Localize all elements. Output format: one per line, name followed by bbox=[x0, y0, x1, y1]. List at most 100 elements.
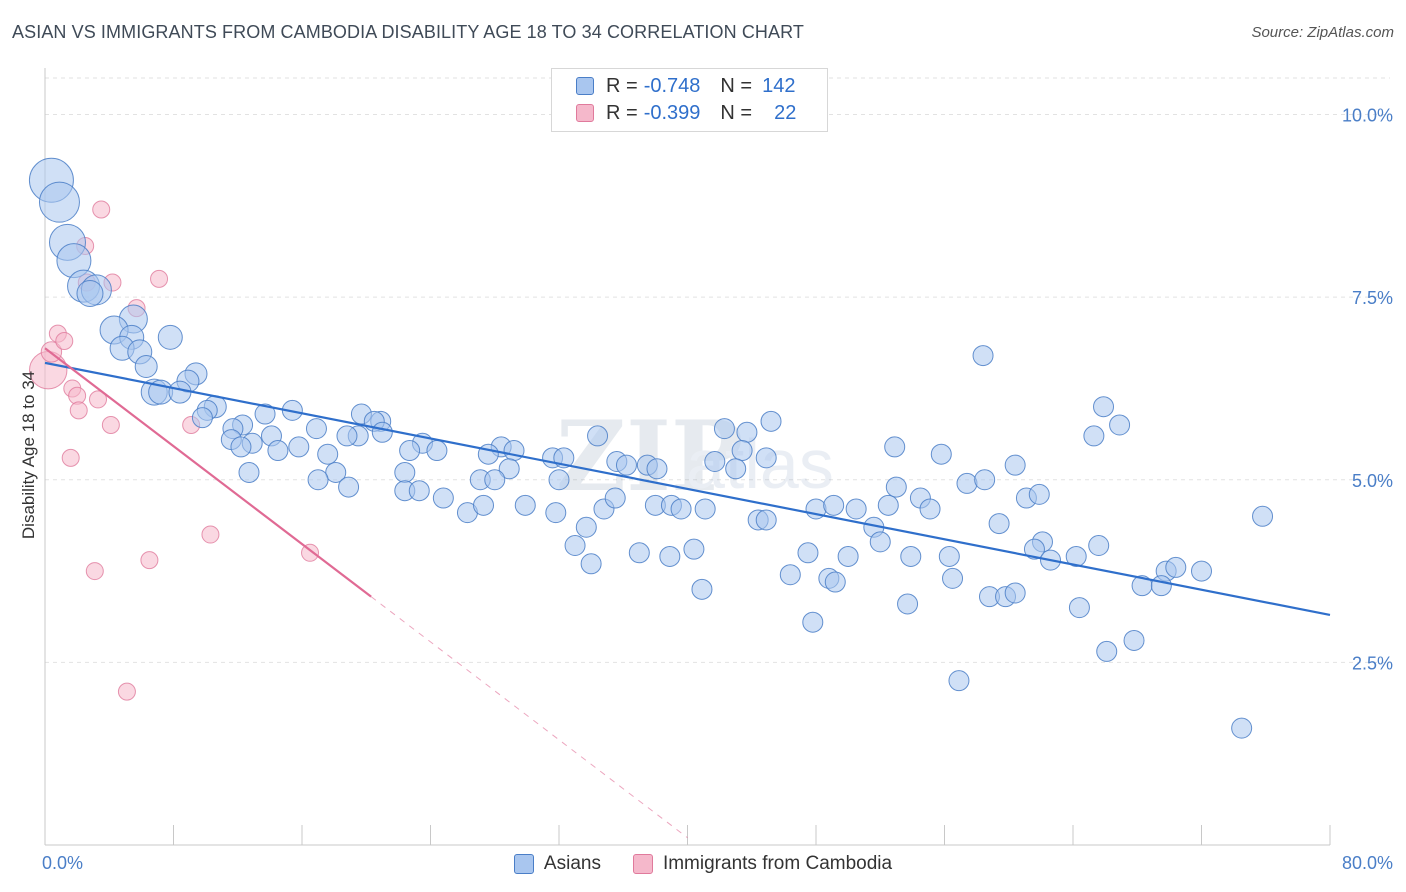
asian-point bbox=[238, 461, 260, 483]
asian-point bbox=[587, 425, 609, 447]
asian-point bbox=[1028, 483, 1050, 505]
cambodia-trend-extension bbox=[370, 596, 688, 839]
asian-point bbox=[670, 498, 692, 520]
asian-point bbox=[157, 324, 183, 350]
asian-point bbox=[988, 513, 1010, 535]
cambodia-point bbox=[92, 200, 111, 219]
asian-point bbox=[900, 545, 922, 567]
asian-point bbox=[338, 476, 360, 498]
asian-point bbox=[503, 440, 525, 462]
asian-point bbox=[1068, 597, 1090, 619]
asian-point bbox=[317, 443, 339, 465]
asian-point bbox=[305, 418, 327, 440]
asian-point bbox=[1165, 556, 1187, 578]
cambodia-point bbox=[301, 543, 320, 562]
asian-point bbox=[760, 410, 782, 432]
y-tick-label: 5.0% bbox=[1352, 471, 1393, 491]
asian-point bbox=[1023, 538, 1045, 560]
asian-point bbox=[1231, 717, 1253, 739]
source-label: Source: ZipAtlas.com bbox=[1251, 24, 1394, 41]
asians-legend-swatch bbox=[513, 854, 534, 874]
asian-point bbox=[823, 494, 845, 516]
asian-point bbox=[646, 458, 668, 480]
cambodia-point bbox=[85, 562, 104, 581]
cambodia-point bbox=[69, 401, 88, 420]
asian-point bbox=[1004, 582, 1026, 604]
asian-point bbox=[725, 458, 747, 480]
n-value: 22 bbox=[774, 101, 797, 124]
n-label: N = bbox=[720, 101, 753, 124]
series-asians-points bbox=[28, 157, 1274, 739]
grid-lines bbox=[45, 77, 1390, 663]
asian-point bbox=[267, 440, 289, 462]
asian-point bbox=[779, 564, 801, 586]
r-label: R = bbox=[606, 74, 638, 97]
legend-item-asians: Asians bbox=[513, 853, 601, 875]
asian-point bbox=[802, 611, 824, 633]
r-value: -0.748 bbox=[643, 74, 701, 97]
asian-point bbox=[845, 498, 867, 520]
cambodia-trend-line bbox=[44, 347, 372, 598]
asian-point bbox=[659, 545, 681, 567]
legend-row-cambodia: R = -0.399 N = 22 bbox=[576, 100, 796, 126]
asian-point bbox=[580, 553, 602, 575]
asian-point bbox=[713, 418, 735, 440]
asian-point bbox=[230, 436, 252, 458]
n-value: 142 bbox=[762, 74, 796, 97]
asian-point bbox=[371, 421, 393, 443]
asian-point bbox=[755, 509, 777, 531]
asian-point bbox=[307, 469, 329, 491]
asian-point bbox=[683, 538, 705, 560]
asian-point bbox=[1191, 560, 1212, 582]
asian-point bbox=[254, 403, 276, 425]
asian-point bbox=[564, 535, 586, 557]
y-tick-label: 7.5% bbox=[1352, 288, 1393, 308]
asian-point bbox=[938, 545, 960, 567]
asian-point bbox=[399, 440, 421, 462]
asian-point bbox=[956, 472, 978, 494]
asian-point bbox=[824, 571, 846, 593]
asian-point bbox=[1252, 505, 1274, 527]
asian-point bbox=[615, 454, 637, 476]
asian-point bbox=[514, 494, 536, 516]
asian-point bbox=[628, 542, 650, 564]
asian-point bbox=[877, 494, 899, 516]
x-tick-label-min: 0.0% bbox=[42, 853, 83, 873]
asian-point bbox=[1096, 640, 1118, 662]
cambodia-swatch bbox=[576, 104, 594, 122]
n-label: N = bbox=[720, 74, 753, 97]
cambodia-point bbox=[61, 448, 80, 467]
chart-title: ASIAN VS IMMIGRANTS FROM CAMBODIA DISABI… bbox=[12, 22, 805, 42]
asian-point bbox=[797, 542, 819, 564]
asian-point bbox=[897, 593, 919, 615]
asian-point bbox=[575, 516, 597, 538]
asian-point bbox=[731, 440, 753, 462]
asian-point bbox=[704, 451, 726, 472]
asian-point bbox=[755, 447, 777, 469]
asian-point bbox=[1088, 535, 1110, 557]
y-tick-label: 2.5% bbox=[1352, 653, 1393, 673]
asian-point bbox=[288, 436, 310, 458]
asian-point bbox=[191, 407, 213, 429]
legend-item-cambodia: Immigrants from Cambodia bbox=[632, 853, 892, 875]
tick-labels: 2.5% 5.0% 7.5% 10.0% 0.0% 80.0% bbox=[42, 106, 1393, 873]
asian-point bbox=[1123, 629, 1145, 651]
asian-point bbox=[974, 469, 996, 491]
asian-point bbox=[885, 476, 907, 498]
asian-point bbox=[919, 498, 941, 520]
trend-lines bbox=[44, 347, 1331, 839]
asian-point bbox=[76, 279, 104, 307]
asian-point bbox=[869, 531, 891, 553]
asian-point bbox=[325, 461, 347, 483]
asian-point bbox=[948, 670, 970, 692]
asian-point bbox=[884, 436, 906, 458]
asian-point bbox=[930, 443, 952, 465]
cambodia-point bbox=[150, 269, 169, 288]
cambodia-legend-swatch bbox=[632, 854, 653, 874]
asian-point bbox=[691, 578, 713, 600]
asian-point bbox=[432, 487, 454, 509]
asian-point bbox=[336, 425, 358, 447]
asian-point bbox=[484, 469, 506, 491]
y-axis-label: Disability Age 18 to 34 bbox=[19, 371, 38, 539]
asian-point bbox=[477, 443, 499, 465]
